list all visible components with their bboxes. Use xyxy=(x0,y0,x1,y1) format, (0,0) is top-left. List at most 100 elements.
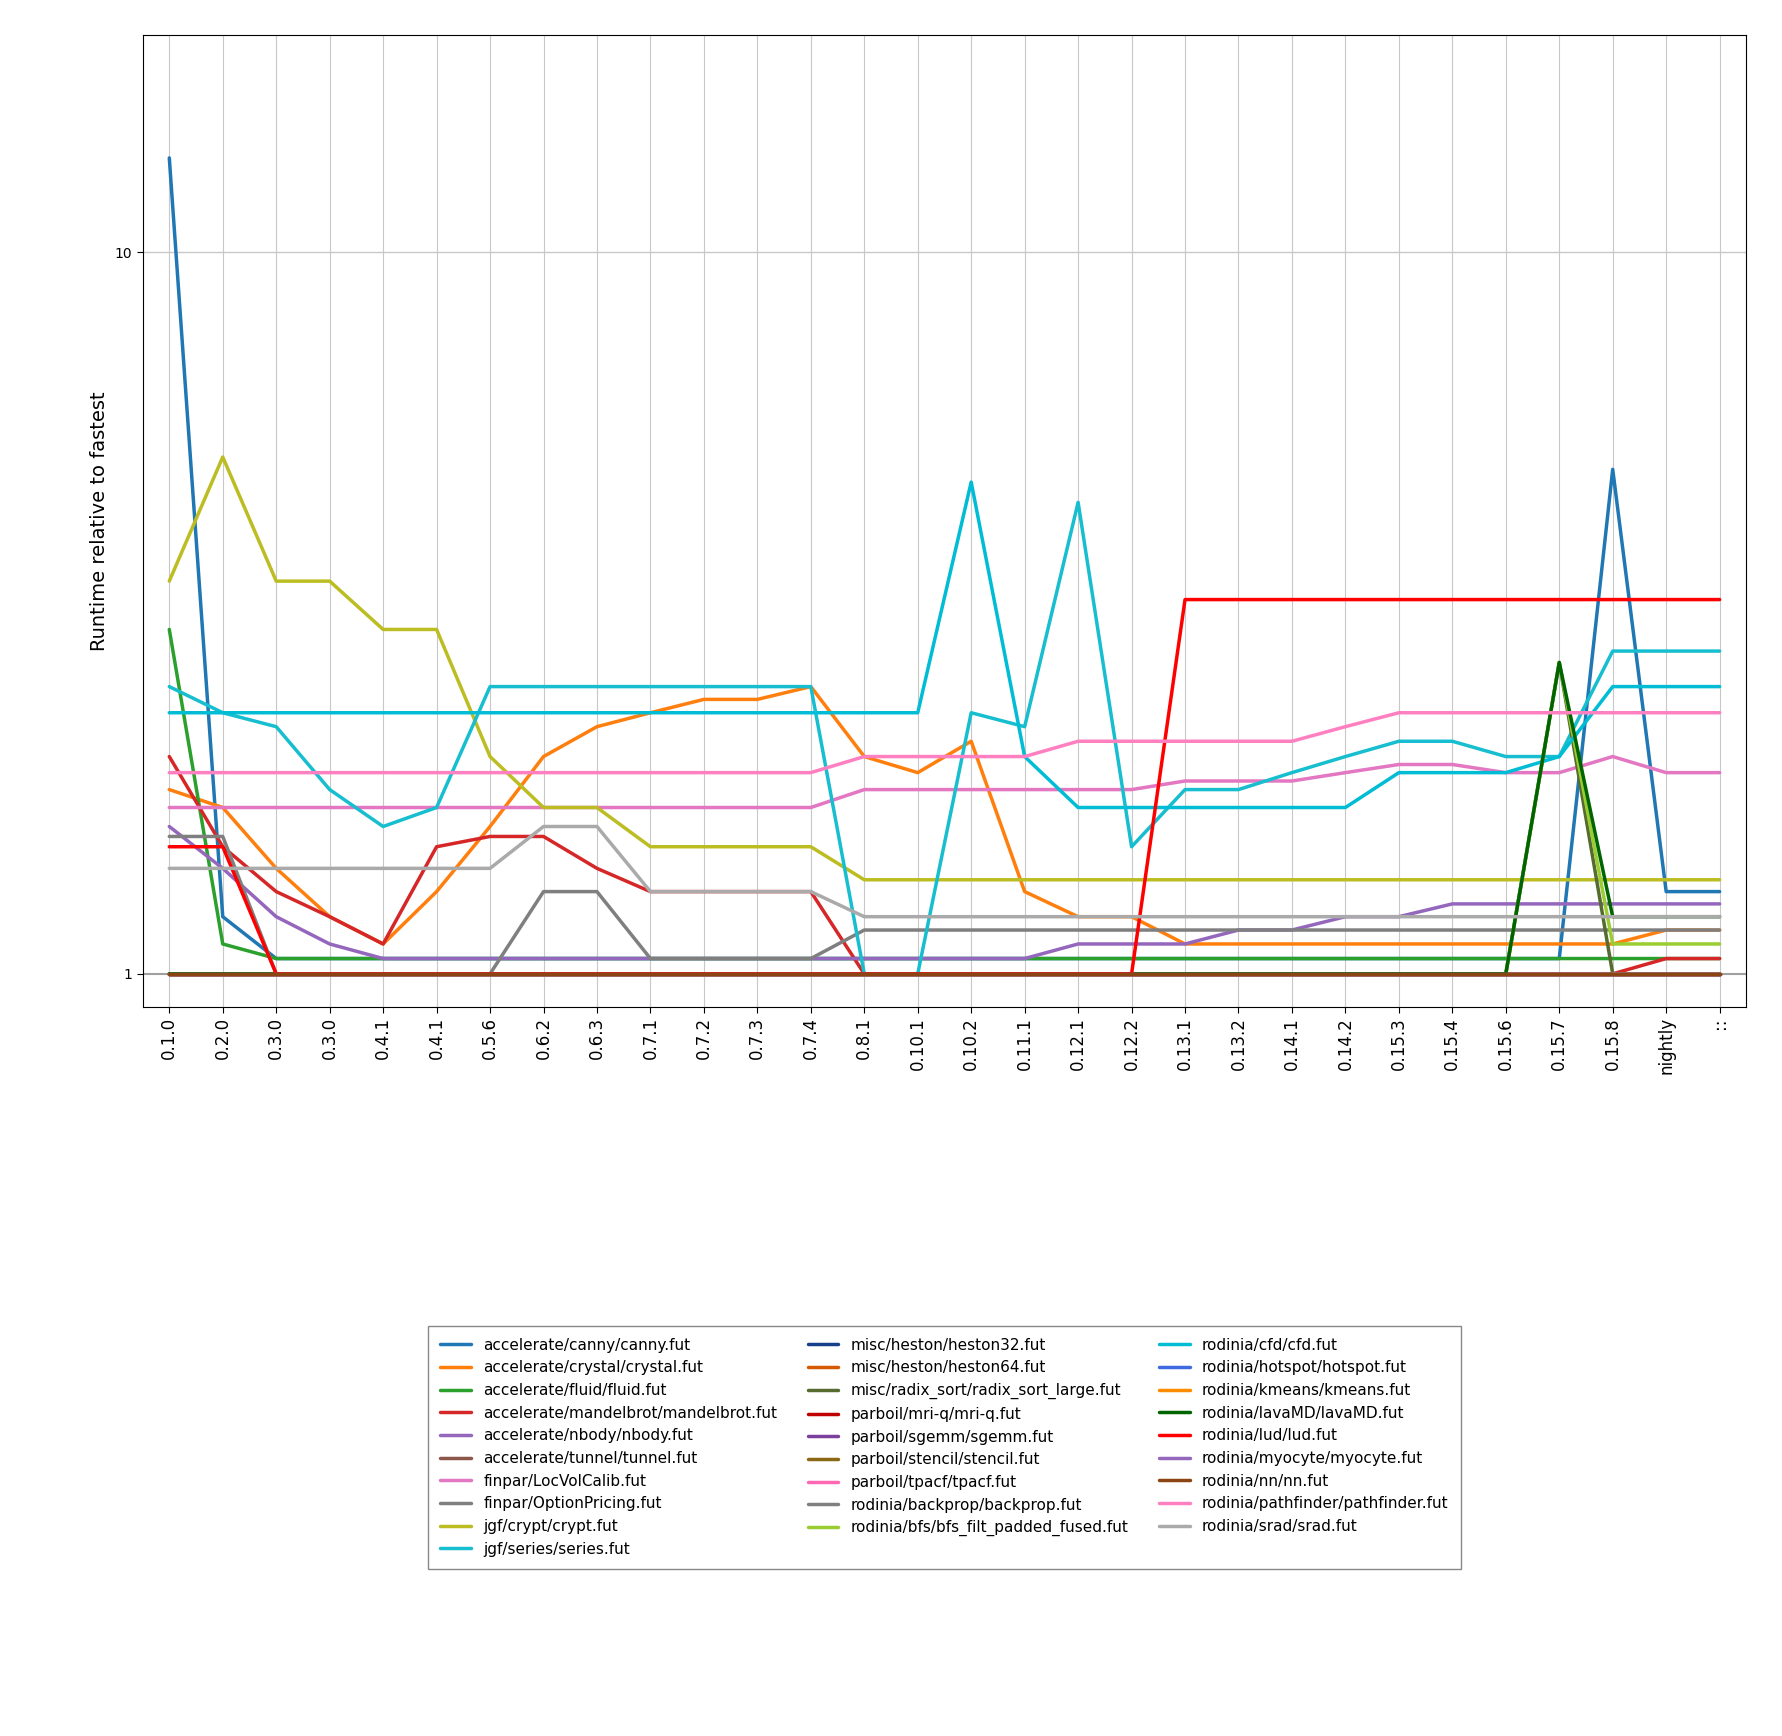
accelerate/mandelbrot/mandelbrot.fut xyxy=(426,837,447,858)
rodinia/lud/lud.fut xyxy=(1655,589,1677,609)
parboil/mri-q/mri-q.fut xyxy=(693,963,715,984)
accelerate/mandelbrot/mandelbrot.fut xyxy=(586,858,608,878)
accelerate/crystal/crystal.fut xyxy=(1067,906,1089,927)
parboil/stencil/stencil.fut xyxy=(800,963,822,984)
jgf/crypt/crypt.fut xyxy=(1602,870,1623,891)
misc/heston/heston64.fut xyxy=(1228,963,1249,984)
rodinia/backprop/backprop.fut xyxy=(854,963,875,984)
rodinia/srad/srad.fut xyxy=(1549,906,1570,927)
rodinia/pathfinder/pathfinder.fut xyxy=(1067,731,1089,752)
misc/heston/heston64.fut xyxy=(1121,963,1142,984)
rodinia/backprop/backprop.fut xyxy=(960,963,982,984)
accelerate/nbody/nbody.fut xyxy=(1549,894,1570,915)
accelerate/crystal/crystal.fut xyxy=(266,858,287,878)
parboil/tpacf/tpacf.fut xyxy=(960,963,982,984)
parboil/stencil/stencil.fut xyxy=(319,963,340,984)
jgf/series/series.fut xyxy=(1335,746,1356,767)
rodinia/kmeans/kmeans.fut xyxy=(854,963,875,984)
rodinia/kmeans/kmeans.fut xyxy=(693,963,715,984)
accelerate/mandelbrot/mandelbrot.fut xyxy=(1709,948,1730,969)
rodinia/pathfinder/pathfinder.fut xyxy=(266,762,287,783)
accelerate/nbody/nbody.fut xyxy=(533,948,554,969)
parboil/mri-q/mri-q.fut xyxy=(1335,963,1356,984)
misc/heston/heston32.fut xyxy=(960,963,982,984)
parboil/tpacf/tpacf.fut xyxy=(159,963,180,984)
rodinia/lavaMD/lavaMD.fut xyxy=(1281,963,1303,984)
accelerate/canny/canny.fut xyxy=(960,948,982,969)
parboil/mri-q/mri-q.fut xyxy=(159,963,180,984)
accelerate/mandelbrot/mandelbrot.fut xyxy=(1174,963,1196,984)
accelerate/tunnel/tunnel.fut xyxy=(586,963,608,984)
misc/heston/heston32.fut xyxy=(1655,963,1677,984)
parboil/tpacf/tpacf.fut xyxy=(1388,963,1410,984)
misc/heston/heston32.fut xyxy=(1709,963,1730,984)
rodinia/cfd/cfd.fut xyxy=(1281,797,1303,818)
rodinia/pathfinder/pathfinder.fut xyxy=(426,762,447,783)
jgf/series/series.fut xyxy=(800,677,822,698)
rodinia/srad/srad.fut xyxy=(479,858,501,878)
jgf/series/series.fut xyxy=(212,703,233,724)
finpar/LocVolCalib.fut xyxy=(854,779,875,800)
jgf/crypt/crypt.fut xyxy=(693,837,715,858)
accelerate/mandelbrot/mandelbrot.fut xyxy=(1388,963,1410,984)
rodinia/srad/srad.fut xyxy=(1709,906,1730,927)
rodinia/nn/nn.fut xyxy=(747,963,768,984)
rodinia/nn/nn.fut xyxy=(1388,963,1410,984)
rodinia/kmeans/kmeans.fut xyxy=(800,963,822,984)
rodinia/srad/srad.fut xyxy=(1121,906,1142,927)
misc/radix_sort/radix_sort_large.fut xyxy=(1174,963,1196,984)
jgf/series/series.fut xyxy=(907,963,928,984)
rodinia/lud/lud.fut xyxy=(1549,589,1570,609)
rodinia/myocyte/myocyte.fut xyxy=(1121,963,1142,984)
rodinia/backprop/backprop.fut xyxy=(1442,963,1463,984)
rodinia/nn/nn.fut xyxy=(960,963,982,984)
rodinia/lavaMD/lavaMD.fut xyxy=(1388,963,1410,984)
parboil/sgemm/sgemm.fut xyxy=(479,963,501,984)
rodinia/myocyte/myocyte.fut xyxy=(960,963,982,984)
accelerate/canny/canny.fut xyxy=(533,948,554,969)
parboil/mri-q/mri-q.fut xyxy=(1709,963,1730,984)
accelerate/crystal/crystal.fut xyxy=(640,703,661,724)
misc/heston/heston64.fut xyxy=(159,963,180,984)
parboil/tpacf/tpacf.fut xyxy=(907,963,928,984)
jgf/series/series.fut xyxy=(479,677,501,698)
accelerate/canny/canny.fut xyxy=(1014,948,1035,969)
rodinia/cfd/cfd.fut xyxy=(372,703,394,724)
rodinia/myocyte/myocyte.fut xyxy=(266,963,287,984)
accelerate/fluid/fluid.fut xyxy=(159,620,180,641)
jgf/crypt/crypt.fut xyxy=(1121,870,1142,891)
rodinia/pathfinder/pathfinder.fut xyxy=(1602,703,1623,724)
rodinia/srad/srad.fut xyxy=(800,882,822,903)
finpar/OptionPricing.fut xyxy=(426,963,447,984)
rodinia/myocyte/myocyte.fut xyxy=(1335,963,1356,984)
parboil/sgemm/sgemm.fut xyxy=(1228,963,1249,984)
misc/heston/heston64.fut xyxy=(907,963,928,984)
rodinia/backprop/backprop.fut xyxy=(1388,963,1410,984)
parboil/mri-q/mri-q.fut xyxy=(1602,963,1623,984)
rodinia/lavaMD/lavaMD.fut xyxy=(747,963,768,984)
rodinia/myocyte/myocyte.fut xyxy=(212,963,233,984)
rodinia/lavaMD/lavaMD.fut xyxy=(1014,963,1035,984)
accelerate/canny/canny.fut xyxy=(1121,948,1142,969)
misc/heston/heston32.fut xyxy=(747,963,768,984)
accelerate/mandelbrot/mandelbrot.fut xyxy=(479,826,501,847)
parboil/stencil/stencil.fut xyxy=(1281,963,1303,984)
accelerate/tunnel/tunnel.fut xyxy=(266,963,287,984)
rodinia/nn/nn.fut xyxy=(479,963,501,984)
rodinia/cfd/cfd.fut xyxy=(1655,677,1677,698)
misc/heston/heston64.fut xyxy=(640,963,661,984)
rodinia/hotspot/hotspot.fut xyxy=(266,963,287,984)
rodinia/lud/lud.fut xyxy=(1602,589,1623,609)
misc/heston/heston64.fut xyxy=(533,963,554,984)
jgf/crypt/crypt.fut xyxy=(266,571,287,592)
parboil/tpacf/tpacf.fut xyxy=(586,963,608,984)
accelerate/fluid/fluid.fut xyxy=(640,948,661,969)
rodinia/lud/lud.fut xyxy=(960,963,982,984)
parboil/tpacf/tpacf.fut xyxy=(1281,963,1303,984)
misc/heston/heston64.fut xyxy=(960,963,982,984)
finpar/OptionPricing.fut xyxy=(1388,920,1410,941)
accelerate/crystal/crystal.fut xyxy=(1602,934,1623,955)
parboil/mri-q/mri-q.fut xyxy=(960,963,982,984)
accelerate/nbody/nbody.fut xyxy=(319,934,340,955)
jgf/series/series.fut xyxy=(1602,641,1623,661)
